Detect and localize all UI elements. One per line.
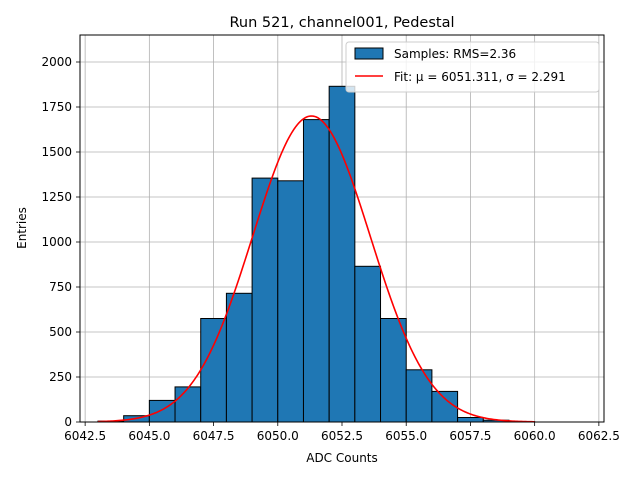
fit-curve xyxy=(97,115,535,423)
x-tick-label: 6042.5 xyxy=(64,429,106,443)
histogram-bar xyxy=(174,386,202,423)
x-tick-label: 6057.5 xyxy=(449,429,491,443)
legend-swatch-samples xyxy=(354,47,384,60)
histogram-bars xyxy=(97,85,536,423)
x-tick-label: 6062.5 xyxy=(578,429,620,443)
y-tick-label: 1250 xyxy=(41,190,72,204)
x-tick-label: 6052.5 xyxy=(321,429,363,443)
y-tick-label: 1750 xyxy=(41,100,72,114)
x-tick-label: 6045.0 xyxy=(128,429,170,443)
x-tick-label: 6050.0 xyxy=(257,429,299,443)
x-tick-label: 6055.0 xyxy=(385,429,427,443)
legend-box xyxy=(345,41,600,93)
histogram-bar xyxy=(277,180,304,423)
y-axis-ticks: 0 250 500 750 1000 1250 1500 1750 2000 xyxy=(41,55,80,429)
histogram-bar xyxy=(225,292,253,423)
y-axis-label: Entries xyxy=(15,207,29,249)
x-tick-label: 6060.0 xyxy=(514,429,556,443)
histogram-bar xyxy=(457,417,484,423)
chart-title: Run 521, channel001, Pedestal xyxy=(229,15,454,31)
y-tick-label: 2000 xyxy=(41,55,72,69)
legend-label-fit: Fit: μ = 6051.311, σ = 2.291 xyxy=(394,70,566,84)
legend: Samples: RMS=2.36 Fit: μ = 6051.311, σ =… xyxy=(345,41,600,93)
y-tick-label: 0 xyxy=(64,415,72,429)
y-tick-label: 1500 xyxy=(41,145,72,159)
x-axis-ticks: 6042.5 6045.0 6047.5 6050.0 6052.5 6055.0 6057… xyxy=(64,422,620,443)
histogram-bar xyxy=(380,318,407,423)
x-axis-label: ADC Counts xyxy=(306,451,378,465)
legend-label-samples: Samples: RMS=2.36 xyxy=(394,47,516,61)
y-tick-label: 250 xyxy=(49,370,72,384)
histogram-bar xyxy=(431,390,459,423)
histogram-bar xyxy=(354,265,382,423)
histogram-bar xyxy=(328,85,356,423)
y-tick-label: 750 xyxy=(49,280,72,294)
histogram-bar xyxy=(251,177,279,423)
y-tick-label: 500 xyxy=(49,325,72,339)
x-tick-label: 6047.5 xyxy=(193,429,235,443)
y-tick-label: 1000 xyxy=(41,235,72,249)
histogram-bar xyxy=(200,318,227,423)
histogram-bar xyxy=(302,119,330,423)
